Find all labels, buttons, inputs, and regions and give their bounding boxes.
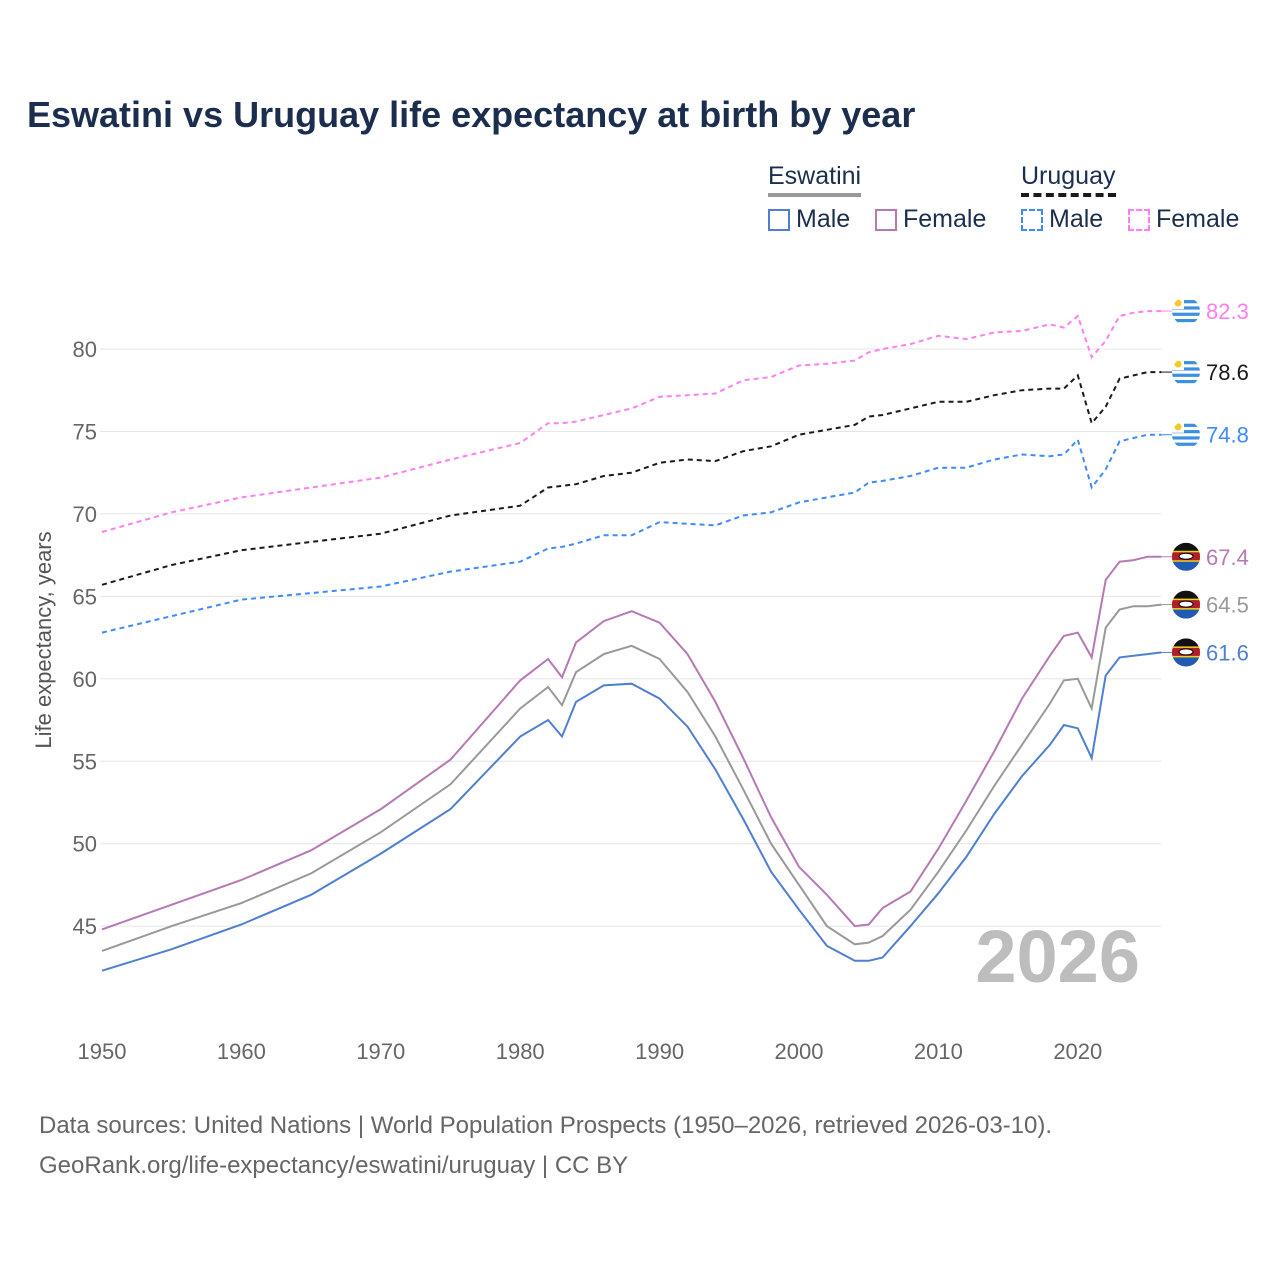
flag-clip (1172, 297, 1200, 326)
end-value-label: 61.6 (1206, 640, 1249, 665)
series-line-uruguay (101, 371, 1162, 586)
flag-stripe (1172, 373, 1200, 377)
legend-swatch (768, 208, 790, 231)
footer: Data sources: United Nations | World Pop… (39, 1106, 1052, 1186)
flag-stripe (1172, 300, 1200, 304)
legend-group-eswatini: Eswatini (768, 162, 862, 197)
flag-clip (1172, 420, 1200, 449)
legend-swatch (1021, 208, 1043, 231)
x-tick-label: 2020 (1053, 1039, 1102, 1064)
series-line-eswatini (101, 603, 1162, 952)
x-tick-label: 2000 (775, 1039, 824, 1064)
flag-stripe (1172, 430, 1200, 434)
legend-uruguay-female[interactable]: Female (1128, 205, 1239, 234)
flag-sun (1174, 360, 1182, 368)
legend-label: Female (1156, 205, 1240, 233)
end-value-label: 82.3 (1206, 299, 1249, 324)
end-value-label: 64.5 (1206, 593, 1249, 618)
series-line-eswatini-male (101, 651, 1162, 972)
legend-eswatini-male[interactable]: Male (768, 205, 850, 234)
end-value-label: 67.4 (1206, 545, 1249, 570)
x-tick-label: 1950 (78, 1039, 127, 1064)
flag-shield (1178, 552, 1194, 560)
x-tick-label: 2010 (914, 1039, 963, 1064)
flag-stripe (1172, 367, 1200, 371)
flag-stripe (1172, 306, 1200, 310)
legend-swatch (1128, 208, 1150, 231)
y-tick-label: 70 (73, 502, 97, 527)
flag-icon-uruguay (1172, 297, 1200, 326)
x-tick-label: 1990 (635, 1039, 684, 1064)
legend-uruguay-male[interactable]: Male (1021, 205, 1103, 234)
flag-stripe (1172, 423, 1200, 427)
end-value-label: 74.8 (1206, 423, 1249, 448)
flag-icon-eswatini (1172, 638, 1200, 667)
flag-shield (1178, 648, 1194, 656)
legend-label: Male (796, 205, 851, 233)
x-tick-label: 1970 (356, 1039, 405, 1064)
flag-clip (1172, 638, 1200, 667)
chart-title: Eswatini vs Uruguay life expectancy at b… (27, 94, 916, 135)
end-value-label: 78.6 (1206, 360, 1249, 385)
series-line-eswatini-female (101, 555, 1162, 931)
legend-eswatini-female[interactable]: Female (875, 205, 986, 234)
year-watermark: 2026 (975, 915, 1140, 998)
legend-swatch (875, 208, 897, 231)
source-note: Data sources: United Nations | World Pop… (39, 1112, 1053, 1139)
y-tick-label: 45 (73, 914, 97, 939)
x-tick-label: 1960 (217, 1039, 266, 1064)
y-tick-label: 50 (73, 832, 97, 857)
flag-stripe (1172, 318, 1200, 323)
legend-label: Male (1049, 205, 1104, 233)
flag-icon-uruguay (1172, 358, 1200, 387)
flag-icon-eswatini (1172, 590, 1200, 619)
y-tick-label: 55 (73, 749, 97, 774)
flag-sun (1174, 299, 1182, 307)
y-tick-label: 60 (73, 667, 97, 692)
flag-icon-uruguay (1172, 420, 1200, 449)
flag-icon-eswatini (1172, 542, 1200, 571)
flag-stripe (1172, 379, 1200, 384)
series-line-uruguay-female (101, 310, 1162, 533)
y-tick-label: 65 (73, 584, 97, 609)
flag-stripe (1172, 436, 1200, 440)
series-line-uruguay-male (101, 433, 1162, 634)
flag-stripe (1172, 442, 1200, 446)
y-axis-label: Life expectancy, years (31, 531, 56, 748)
flag-stripe (1172, 361, 1200, 365)
attribution-link[interactable]: GeoRank.org/life-expectancy/eswatini/uru… (39, 1152, 629, 1179)
y-tick-label: 80 (73, 337, 97, 362)
flag-clip (1172, 542, 1200, 571)
flag-shield (1178, 600, 1194, 608)
y-tick-label: 75 (73, 419, 97, 444)
legend-label: Female (903, 205, 987, 233)
legend-group-uruguay: Uruguay (1021, 162, 1116, 197)
flag-stripe (1172, 312, 1200, 316)
flag-sun (1174, 423, 1182, 431)
flag-clip (1172, 358, 1200, 387)
x-tick-label: 1980 (496, 1039, 545, 1064)
flag-clip (1172, 590, 1200, 619)
